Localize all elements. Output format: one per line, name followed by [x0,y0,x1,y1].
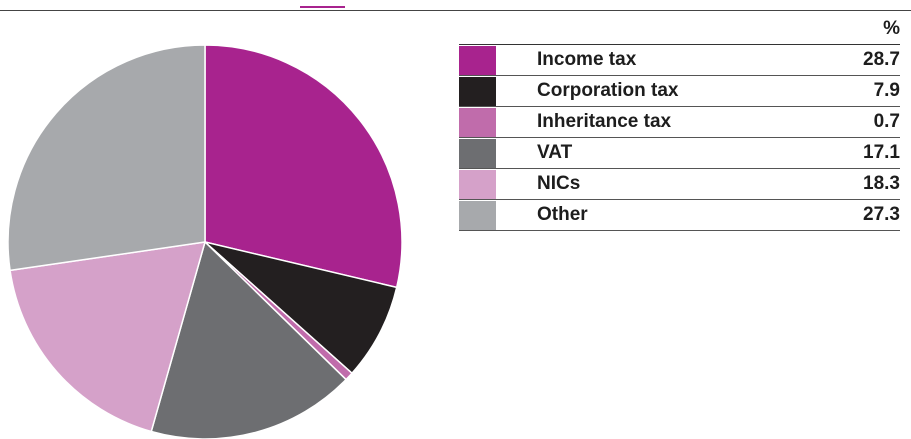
legend-label: Other [537,204,588,225]
unit-label: % [883,18,900,39]
legend-label: VAT [537,142,573,163]
legend-swatch [459,107,496,137]
legend-row-other: Other 27.3 [459,200,900,231]
legend-value: 7.9 [873,80,900,101]
top-rule [0,10,911,11]
legend-swatch [459,45,496,75]
pie-slice-vat [150,240,348,439]
legend-label: Inheritance tax [537,111,672,132]
legend-row-vat: VAT 17.1 [459,138,900,169]
legend-value: 28.7 [863,49,900,70]
legend-row-inheritance-tax: Inheritance tax 0.7 [459,107,900,138]
legend-label: NICs [537,173,581,194]
legend-row-nics: NICs 18.3 [459,169,900,200]
legend-table: Income tax 28.7 Corporation tax 7.9 Inhe… [459,44,900,231]
legend-swatch [459,200,496,230]
legend-swatch [459,138,496,168]
pie-slice-corporation-tax [204,241,398,375]
pie-slice-income-tax [204,44,403,289]
legend-row-income-tax: Income tax 28.7 [459,45,900,76]
legend-row-corporation-tax: Corporation tax 7.9 [459,76,900,107]
legend-swatch [459,169,496,199]
legend-value: 17.1 [863,142,900,163]
legend-value: 18.3 [863,173,900,194]
legend-value: 0.7 [873,111,900,132]
legend-swatch [459,76,496,106]
legend-value: 27.3 [863,204,900,225]
legend: % Income tax 28.7 Corporation tax 7.9 In… [459,14,900,231]
pie-slice-other [7,44,206,272]
title-accent [300,0,345,9]
pie-chart [7,44,403,439]
pie-slice-nics [9,241,207,433]
legend-label: Corporation tax [537,80,679,101]
legend-label: Income tax [537,49,637,70]
